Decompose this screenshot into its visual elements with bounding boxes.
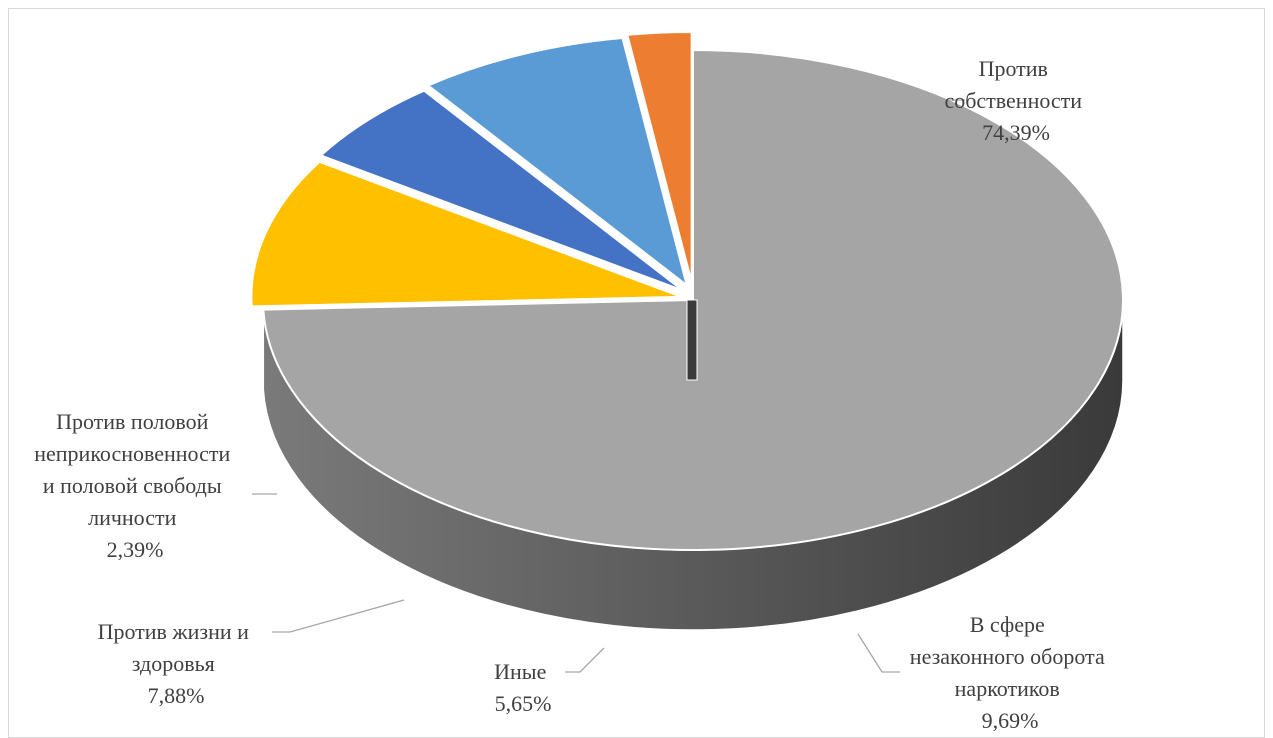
- leader-lines: [252, 99, 965, 673]
- leader-line-life: [272, 599, 405, 633]
- label-drugs-line-2: незаконного оборота: [910, 644, 1105, 669]
- label-other-line-1: Иные: [494, 659, 546, 684]
- label-drugs-line-3: наркотиков: [955, 676, 1060, 701]
- label-sexual-line-2: неприкосновенности: [34, 441, 230, 466]
- slice-other: [318, 89, 684, 292]
- slice-inner-wall: [686, 299, 698, 381]
- label-other: Иные 5,65%: [494, 659, 552, 716]
- label-sexual-line-3: и половой свободы: [43, 473, 222, 498]
- label-sexual-value: 2,39%: [107, 537, 164, 562]
- label-life: Против жизни и здоровья 7,88%: [98, 619, 255, 708]
- label-property-line-1: Против: [979, 56, 1048, 81]
- label-property-line-2: собственности: [944, 88, 1082, 113]
- leader-line-drugs: [857, 633, 900, 673]
- label-life-value: 7,88%: [148, 683, 205, 708]
- label-other-value: 5,65%: [495, 691, 552, 716]
- leader-line-other: [565, 647, 605, 673]
- label-property-value: 74,39%: [982, 120, 1050, 145]
- slice-life: [426, 36, 689, 288]
- label-life-line-2: здоровья: [132, 651, 215, 676]
- label-sexual: Против половой неприкосновенности и поло…: [34, 409, 236, 562]
- label-drugs-value: 9,69%: [982, 708, 1039, 733]
- label-property: Против собственности 74,39%: [944, 56, 1087, 145]
- label-sexual-line-1: Против половой: [56, 409, 209, 434]
- leader-line-property: [761, 99, 965, 131]
- label-drugs: В сфере незаконного оборота наркотиков 9…: [910, 612, 1110, 733]
- label-drugs-line-1: В сфере: [970, 612, 1045, 637]
- slice-sexual: [626, 31, 693, 283]
- label-life-line-1: Против жизни и: [98, 619, 250, 644]
- label-sexual-line-4: личности: [88, 505, 177, 530]
- slice-drugs: [250, 160, 682, 308]
